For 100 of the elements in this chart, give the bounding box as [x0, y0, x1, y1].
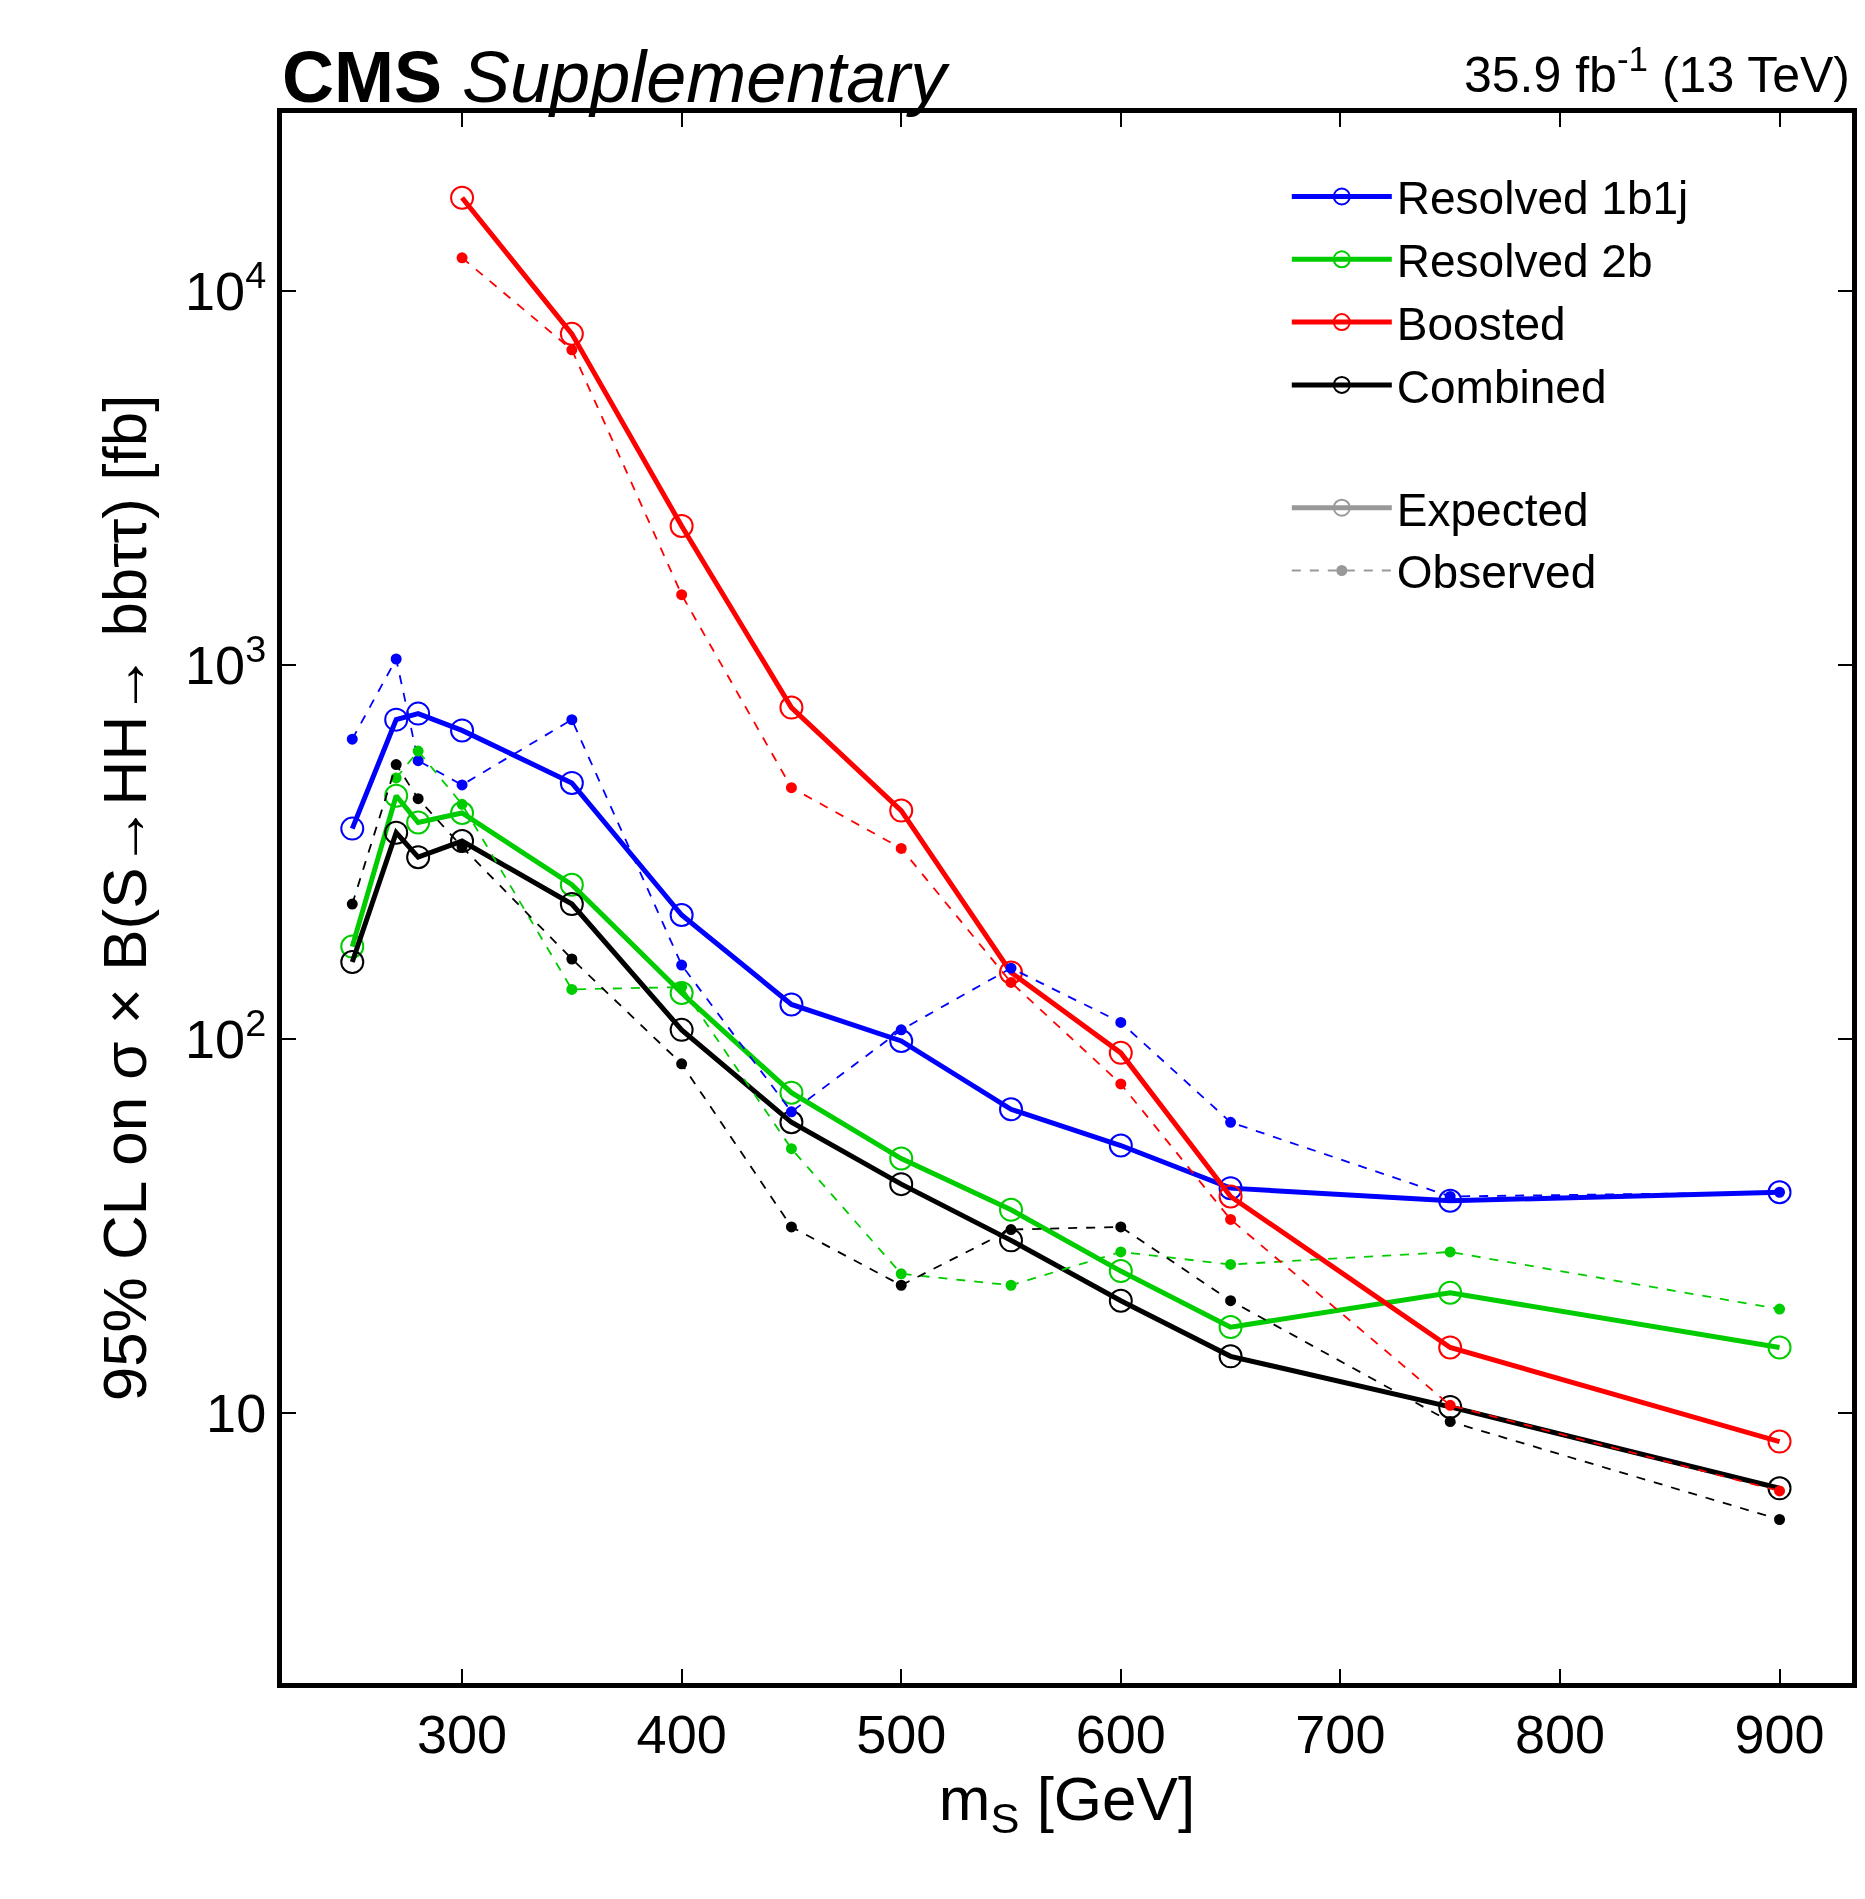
point	[1774, 1513, 1786, 1525]
point	[450, 800, 475, 825]
point	[1108, 1259, 1133, 1284]
point	[1218, 1184, 1243, 1209]
x-tick-label: 300	[417, 1703, 508, 1764]
point	[1218, 1315, 1243, 1340]
legend-label: Combined	[1396, 360, 1607, 413]
point	[1225, 1295, 1237, 1307]
point	[412, 745, 424, 757]
point	[1108, 1040, 1133, 1065]
x-tick-label: 500	[856, 1703, 947, 1764]
point	[999, 1097, 1024, 1122]
point	[1108, 1133, 1133, 1158]
y-tick-label: 10	[206, 1383, 267, 1444]
point	[999, 960, 1024, 985]
point	[384, 820, 409, 845]
point	[1438, 1280, 1463, 1305]
point	[889, 1028, 914, 1053]
y-axis-title: 95% CL on σ × B(S→HH→ bbττ) [fb]	[89, 394, 159, 1402]
point	[676, 1058, 688, 1070]
point	[1774, 1303, 1786, 1315]
point	[346, 733, 358, 745]
point	[559, 872, 584, 897]
point	[1444, 1416, 1456, 1428]
point	[1115, 1078, 1127, 1090]
point	[412, 755, 424, 767]
point	[456, 798, 468, 810]
point	[450, 829, 475, 854]
point	[406, 810, 431, 835]
point	[412, 793, 424, 805]
point	[406, 701, 431, 726]
point	[889, 798, 914, 823]
point	[1115, 1016, 1127, 1028]
point	[676, 959, 688, 971]
point	[384, 783, 409, 808]
point	[1438, 1188, 1463, 1213]
point	[1005, 1279, 1017, 1291]
point	[895, 842, 907, 854]
y-tick-label: 10$^{4}$	[185, 253, 267, 322]
text: 35.9 fb$^{-1}$ (13 TeV)	[1464, 39, 1850, 103]
point	[895, 1024, 907, 1036]
point	[889, 1146, 914, 1171]
point	[779, 1110, 804, 1135]
point	[456, 779, 468, 791]
legend-label: Expected	[1396, 483, 1589, 536]
point	[390, 759, 402, 771]
y-tick-label: 10$^{2}$	[185, 1001, 267, 1070]
point	[1115, 1246, 1127, 1258]
legend-label: Resolved 1b1j	[1396, 172, 1689, 225]
point	[1225, 1213, 1237, 1225]
point	[566, 983, 578, 995]
x-tick-label: 900	[1734, 1703, 1825, 1764]
point	[1767, 1476, 1792, 1501]
point	[785, 782, 797, 794]
chart-title: CMS	[282, 37, 442, 117]
point	[559, 892, 584, 917]
y-tick-label: 10$^{3}$	[185, 627, 267, 696]
point	[346, 898, 358, 910]
point	[779, 992, 804, 1017]
point	[340, 934, 365, 959]
point	[999, 1228, 1024, 1253]
point	[340, 816, 365, 841]
point	[1005, 976, 1017, 988]
point	[1218, 1176, 1243, 1201]
point	[669, 513, 694, 538]
point	[1444, 1246, 1456, 1258]
point	[450, 718, 475, 743]
x-tick-label: 600	[1075, 1703, 1166, 1764]
point	[785, 1143, 797, 1155]
point	[1225, 1116, 1237, 1128]
point	[340, 949, 365, 974]
x-tick-label: 700	[1295, 1703, 1386, 1764]
point	[889, 1172, 914, 1197]
point	[384, 707, 409, 732]
legend-label: Boosted	[1396, 298, 1566, 351]
point	[669, 1017, 694, 1042]
legend-label: Observed	[1396, 546, 1597, 599]
point	[406, 845, 431, 870]
point	[785, 1221, 797, 1233]
x-tick-label: 800	[1514, 1703, 1606, 1764]
point	[1218, 1344, 1243, 1369]
point	[895, 1279, 907, 1291]
point	[669, 903, 694, 927]
point	[390, 653, 402, 665]
point	[1108, 1288, 1133, 1313]
point	[1005, 1224, 1017, 1236]
point	[1438, 1335, 1463, 1360]
chart-subtitle: Supplementary	[462, 37, 951, 117]
point	[1767, 1429, 1792, 1454]
point	[669, 981, 694, 1006]
x-tick-label: 400	[636, 1703, 727, 1764]
point	[785, 1106, 797, 1118]
point	[450, 185, 475, 210]
point	[559, 770, 584, 795]
legend-label: Resolved 2b	[1396, 235, 1653, 288]
point	[779, 1080, 804, 1105]
point	[566, 714, 578, 726]
point	[566, 344, 578, 356]
point	[676, 589, 688, 601]
point	[1225, 1258, 1237, 1270]
